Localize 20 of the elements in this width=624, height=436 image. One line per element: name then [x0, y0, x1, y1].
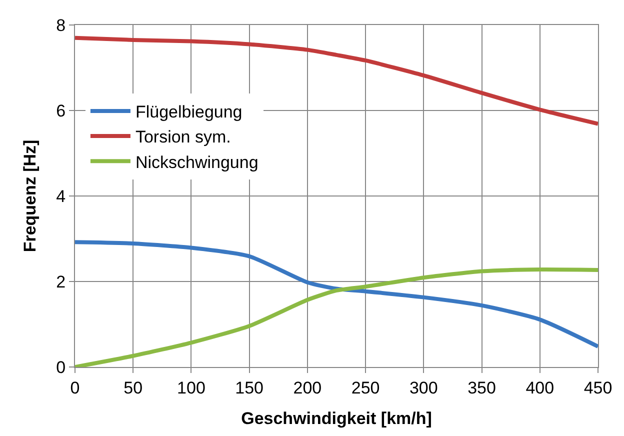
x-tick-label: 350 [468, 378, 496, 398]
y-tick-label: 0 [56, 358, 66, 377]
legend-label: Torsion sym. [135, 128, 231, 147]
x-axis-title: Geschwindigkeit [km/h] [241, 408, 432, 428]
x-tick-label: 150 [235, 378, 264, 398]
y-axis-title: Frequenz [Hz] [20, 140, 40, 252]
x-tick-label: 300 [409, 378, 438, 398]
legend-label: Flügelbiegung [135, 102, 242, 122]
y-tick-label: 6 [56, 101, 66, 120]
x-tick-label: 250 [351, 378, 380, 398]
x-tick-label: 200 [293, 378, 322, 398]
x-tick-label: 450 [584, 378, 612, 398]
x-tick-label: 0 [70, 378, 80, 398]
x-tick-label: 400 [526, 378, 554, 398]
y-tick-label: 2 [56, 272, 66, 292]
legend-label: Nickschwingung [135, 152, 258, 172]
x-tick-label: 50 [124, 378, 143, 398]
y-tick-label: 4 [56, 186, 66, 206]
y-tick-label: 8 [56, 16, 66, 35]
x-tick-label: 100 [177, 378, 206, 398]
